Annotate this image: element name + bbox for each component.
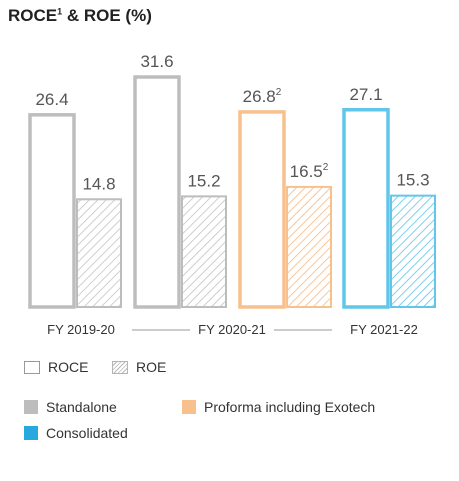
legend-item-consolidated: Consolidated	[24, 425, 128, 441]
bar-roce-3	[342, 108, 390, 309]
data-label-roce-3: 27.1	[349, 85, 382, 104]
legend-label-roce: ROCE	[48, 359, 89, 375]
data-label-roce-0: 26.4	[35, 90, 68, 109]
legend-label-standalone: Standalone	[46, 399, 117, 415]
data-label-roce-2: 26.82	[243, 87, 282, 106]
data-label-roe-0: 14.8	[82, 174, 115, 193]
legend-label-consolidated: Consolidated	[46, 425, 128, 441]
bar-roe-0	[76, 198, 122, 309]
data-label-roe-2: 16.52	[290, 162, 329, 181]
bar-roce-2	[238, 110, 286, 309]
bar-chart: 26.4 14.8 31.6 15.2 26.82 16.52 27.1 15.3 FY 20…	[28, 52, 436, 337]
legend-item-standalone: Standalone	[24, 399, 117, 415]
group-label-fy2019-20: FY 2019-20	[47, 322, 115, 337]
legend-item-roe: ROE	[112, 359, 166, 375]
consolidated-swatch	[24, 426, 38, 440]
bar-roe-1	[181, 195, 227, 309]
group-label-fy2020-21: FY 2020-21	[198, 322, 266, 337]
legend-label-roe: ROE	[136, 359, 167, 375]
roe-swatch	[112, 360, 128, 374]
data-label-roce-1: 31.6	[140, 52, 173, 71]
bar-roce-0	[28, 113, 76, 309]
legend-label-proforma: Proforma including Exotech	[204, 399, 376, 415]
legend-item-proforma: Proforma including Exotech	[182, 399, 375, 415]
bar-roe-2	[286, 185, 332, 308]
group-label-fy2021-22: FY 2021-22	[350, 322, 418, 337]
data-label-roe-1: 15.2	[187, 171, 220, 190]
bar-roe-3	[390, 194, 436, 308]
data-label-roe-3: 15.3	[396, 171, 429, 190]
bar-roce-1	[133, 75, 181, 309]
roce-swatch	[24, 360, 40, 374]
chart-title: ROCE1 & ROE (%)	[8, 6, 152, 25]
standalone-swatch	[24, 400, 38, 414]
legend-item-roce: ROCE	[24, 359, 88, 375]
proforma-swatch	[182, 400, 196, 414]
